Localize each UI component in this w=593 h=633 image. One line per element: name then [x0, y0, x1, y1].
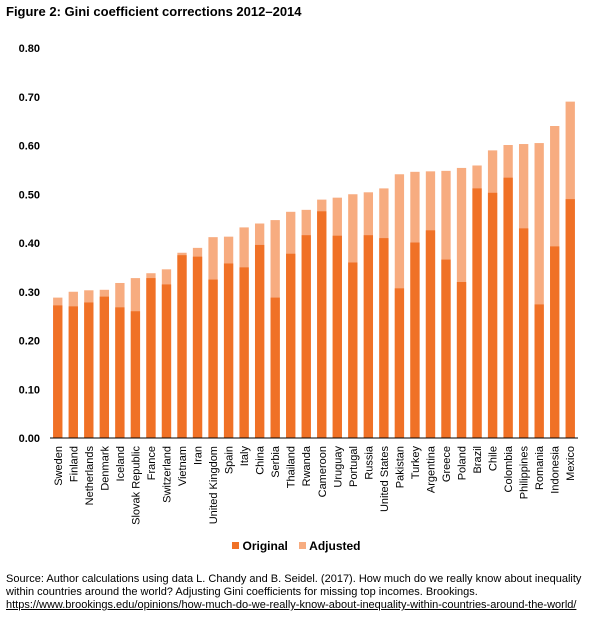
legend-item-adjusted: Adjusted: [299, 538, 361, 553]
bar-original: [223, 263, 234, 438]
bar-original: [115, 307, 125, 438]
bar-chart: 0.00 0.10 0.20 0.30 0.40 0.50 0.60 0.70 0.80 Swe…: [19, 43, 578, 525]
x-tick-label: Thailand: [286, 446, 298, 488]
x-tick-label: Russia: [363, 445, 375, 480]
bar-original: [286, 253, 296, 438]
x-tick-label: Pakistan: [394, 446, 406, 488]
y-tick-label: 0.00: [19, 433, 40, 445]
x-tick-label: Iran: [193, 446, 205, 465]
y-axis-tick-labels: 0.00 0.10 0.20 0.30 0.40 0.50 0.60 0.70 0.80: [19, 43, 40, 445]
bar-original: [317, 211, 327, 438]
x-tick-label: Colombia: [503, 445, 515, 492]
bar-original: [301, 235, 311, 438]
bar-original: [565, 199, 575, 438]
bar-original: [472, 188, 482, 438]
legend-item-original: Original: [232, 538, 288, 553]
x-tick-label: Chile: [488, 446, 500, 471]
x-tick-label: Portugal: [348, 446, 360, 487]
legend-label-adjusted: Adjusted: [309, 538, 361, 553]
y-tick-label: 0.40: [19, 238, 40, 250]
x-tick-label: France: [146, 446, 158, 480]
bar-original: [239, 267, 249, 438]
bar-original: [425, 230, 436, 438]
x-axis-tick-labels: Sweden Finland Netherlands Denmark Iceland Sl…: [53, 445, 577, 525]
bars: [53, 101, 575, 439]
figure-title: Figure 2: Gini coefficient corrections 2…: [6, 4, 302, 19]
legend: Original Adjusted: [0, 538, 593, 553]
bar-original: [146, 278, 156, 438]
bar-original: [534, 304, 544, 438]
x-tick-label: Italy: [239, 446, 251, 467]
x-tick-label: Iceland: [115, 446, 127, 481]
bar-original: [53, 305, 63, 438]
legend-label-original: Original: [242, 538, 288, 553]
y-tick-label: 0.10: [19, 384, 40, 396]
bar-original: [441, 259, 451, 438]
bar-original: [550, 246, 560, 438]
x-tick-label: Rwanda: [301, 445, 313, 486]
y-tick-label: 0.80: [19, 43, 40, 55]
bar-original: [487, 192, 498, 438]
bar-original: [363, 235, 374, 438]
legend-swatch-original: [232, 542, 240, 549]
bar-original: [503, 177, 513, 439]
x-tick-label: Serbia: [270, 445, 282, 478]
bar-original: [379, 238, 389, 438]
x-tick-label: Turkey: [410, 446, 422, 480]
y-tick-label: 0.60: [19, 141, 40, 153]
x-tick-label: Mexico: [565, 446, 577, 481]
bar-original: [410, 242, 420, 438]
x-tick-label: Poland: [457, 446, 469, 480]
x-tick-label: Greece: [441, 446, 453, 482]
x-tick-label: Netherlands: [84, 446, 96, 506]
bar-original: [192, 256, 203, 438]
bar-original: [518, 228, 529, 438]
bar-original: [348, 262, 358, 438]
source-note: Source: Author calculations using data L…: [6, 573, 586, 612]
x-tick-label: Cameroon: [317, 446, 329, 497]
x-tick-label: Argentina: [425, 445, 437, 493]
x-tick-label: United States: [379, 446, 391, 513]
x-tick-label: Switzerland: [161, 446, 173, 503]
bar-original: [99, 296, 110, 438]
y-tick-label: 0.20: [19, 336, 40, 348]
x-tick-label: Vietnam: [177, 446, 189, 486]
x-tick-label: Spain: [224, 446, 236, 474]
source-link[interactable]: https://www.brookings.edu/opinions/how-m…: [6, 599, 577, 611]
x-tick-label: Sweden: [53, 446, 65, 486]
x-tick-label: Romania: [534, 445, 546, 490]
legend-swatch-adjusted: [299, 542, 307, 549]
x-tick-label: Philippines: [519, 446, 531, 500]
bar-original: [332, 235, 342, 438]
x-tick-label: China: [255, 445, 267, 475]
y-tick-label: 0.70: [19, 92, 40, 104]
bar-original: [456, 282, 467, 438]
x-tick-label: Denmark: [99, 446, 111, 491]
bar-adjusted: [534, 143, 544, 438]
bar-original: [130, 311, 141, 438]
bar-original: [270, 297, 280, 438]
y-tick-label: 0.30: [19, 287, 40, 299]
x-tick-label: Indonesia: [550, 445, 562, 494]
bar-original: [177, 255, 187, 438]
x-tick-label: Slovak Republic: [130, 446, 142, 525]
x-tick-label: Uruguay: [332, 446, 344, 488]
x-tick-label: Finland: [68, 446, 80, 482]
bar-original: [68, 306, 78, 438]
y-tick-label: 0.50: [19, 189, 40, 201]
bar-original: [84, 302, 94, 438]
bar-original: [208, 279, 218, 438]
x-tick-label: United Kingdom: [208, 446, 220, 524]
x-tick-label: Brazil: [472, 446, 484, 474]
bar-original: [394, 288, 405, 438]
bar-original: [161, 284, 172, 438]
source-text: Source: Author calculations using data L…: [6, 573, 582, 598]
bar-original: [254, 244, 265, 438]
